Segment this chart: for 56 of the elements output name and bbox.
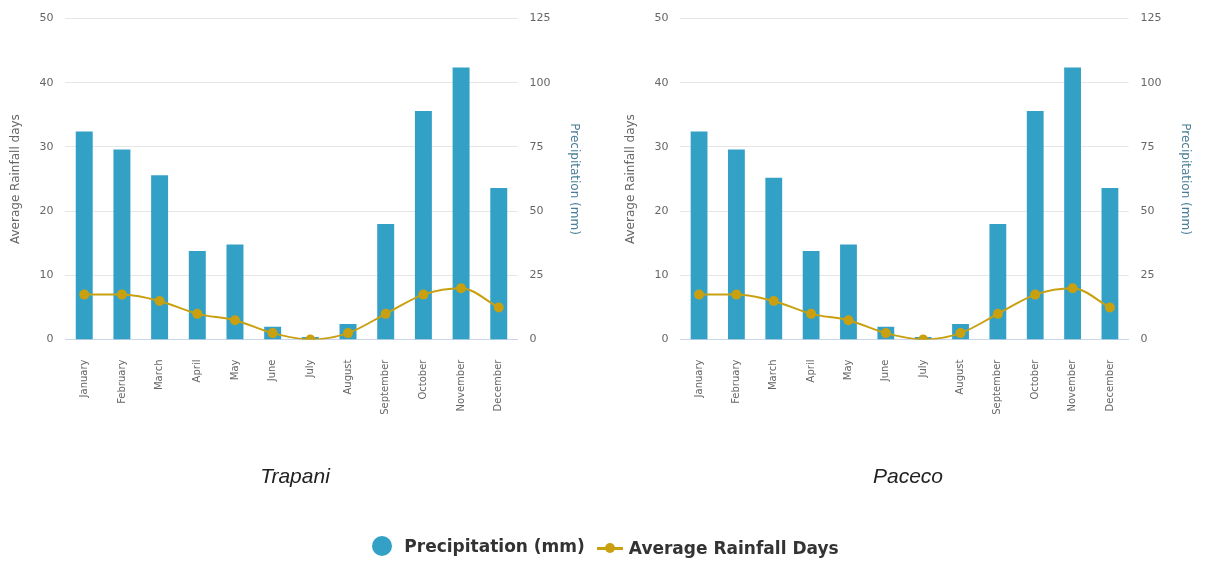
y-tick-label: 0 xyxy=(46,332,54,346)
x-tick-label: August xyxy=(341,359,353,395)
y2-tick-label: 0 xyxy=(1140,332,1148,346)
y-tick-label: 20 xyxy=(39,204,54,218)
y2-tick-label: 75 xyxy=(1140,139,1155,153)
x-tick-label: December xyxy=(1103,358,1115,412)
x-tick-label: August xyxy=(954,359,966,395)
text: Trapani xyxy=(260,464,332,488)
x-tick-label: September xyxy=(991,358,1003,415)
x-tick-label: April xyxy=(190,359,202,383)
x-tick-label: February xyxy=(115,359,127,404)
y-tick-label: 20 xyxy=(654,204,669,218)
y2-tick-label: 50 xyxy=(529,204,544,218)
x-tick-label: October xyxy=(416,358,428,400)
x-tick-label: March xyxy=(153,359,165,391)
y2-tick-label: 25 xyxy=(1140,268,1155,282)
x-tick-label: November xyxy=(454,358,466,412)
y-axis-title: Average Rainfall days xyxy=(8,114,23,244)
legend-label: Precipitation (mm) xyxy=(404,536,585,556)
x-tick-label: December xyxy=(492,358,504,412)
y2-tick-label: 100 xyxy=(1140,75,1162,89)
x-tick-label: October xyxy=(1028,358,1040,400)
y-tick-label: 10 xyxy=(39,268,54,282)
x-tick-label: April xyxy=(804,359,816,383)
y-tick-label: 30 xyxy=(39,139,54,153)
y-axis-title: Average Rainfall days xyxy=(623,114,638,244)
x-tick-label: June xyxy=(879,359,891,383)
y2-tick-label: 75 xyxy=(529,139,544,153)
y2-axis-title: Precipitation (mm) xyxy=(567,123,582,235)
x-tick-label: July xyxy=(916,359,928,379)
y2-tick-label: 0 xyxy=(529,332,537,346)
y-tick-label: 40 xyxy=(654,75,669,89)
x-tick-label: May xyxy=(228,359,240,381)
y2-tick-label: 100 xyxy=(529,75,551,89)
y2-tick-label: 125 xyxy=(1140,11,1162,25)
legend-label: Average Rainfall Days xyxy=(628,538,839,558)
text: Paceco xyxy=(872,464,944,488)
y-tick-label: 40 xyxy=(39,75,54,89)
y-tick-label: 50 xyxy=(39,11,54,25)
x-tick-label: May xyxy=(842,359,854,381)
x-tick-label: January xyxy=(692,359,704,399)
y2-tick-label: 125 xyxy=(529,11,551,25)
x-tick-label: March xyxy=(767,359,779,391)
y2-tick-label: 25 xyxy=(529,268,544,282)
y-tick-label: 0 xyxy=(661,332,669,346)
y-tick-label: 30 xyxy=(654,139,669,153)
y-tick-label: 50 xyxy=(654,11,669,25)
x-tick-label: September xyxy=(379,358,391,415)
y2-axis-title: Precipitation (mm) xyxy=(1178,123,1193,235)
x-tick-label: February xyxy=(730,359,742,404)
x-tick-label: July xyxy=(303,359,315,379)
y-tick-label: 10 xyxy=(654,268,669,282)
x-tick-label: June xyxy=(266,359,278,383)
y2-tick-label: 50 xyxy=(1140,204,1155,218)
x-tick-label: January xyxy=(77,359,89,399)
x-tick-label: November xyxy=(1066,358,1078,412)
